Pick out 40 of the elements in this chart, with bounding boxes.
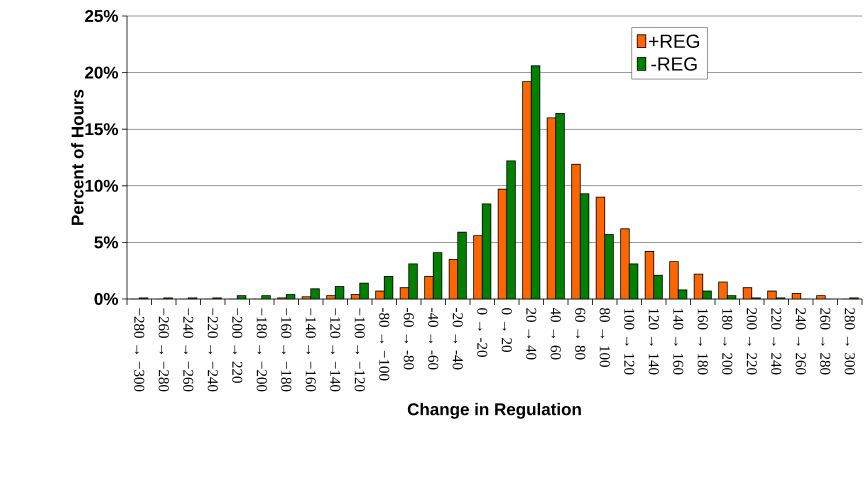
x-tick-label: 220 → 240 — [771, 308, 782, 374]
legend-label: -REG — [651, 57, 697, 71]
x-tick-label: 140 → 160 — [673, 308, 684, 374]
x-tick-label: −220 → −240 — [208, 308, 218, 392]
x-tick-label: 180 → 200 — [722, 308, 732, 374]
x-axis-title: Change in Regulation — [408, 402, 581, 419]
x-tick-label: -40 → -60 — [428, 308, 438, 370]
y-tick-label: 15% — [86, 123, 118, 136]
x-tick-label: 0 → 20 — [502, 308, 512, 352]
x-tick-label: 280 → 300 — [844, 308, 855, 374]
x-tick-label: −140 → −160 — [306, 308, 316, 392]
x-tick-label: −160 → −180 — [281, 308, 292, 392]
x-tick-label: 40 → 60 — [550, 308, 561, 360]
y-tick-label: 25% — [85, 10, 118, 22]
x-tick-label: 20 → 40 — [526, 308, 536, 360]
x-tick-label: 0 → -20 — [477, 308, 488, 357]
x-tick-label: 240 → 260 — [796, 308, 806, 374]
x-tick-label: −240 → −260 — [183, 308, 194, 392]
y-tick-label: 20% — [85, 66, 118, 79]
x-tick-label: 60 → 80 — [575, 308, 586, 360]
x-tick-label: −260 → −280 — [158, 308, 169, 392]
x-tick-label: −280 → −300 — [134, 308, 144, 392]
x-tick-label: 260 → 280 — [820, 308, 830, 374]
x-tick-label: 160 → 180 — [698, 308, 708, 374]
y-tick-label: 0% — [94, 292, 118, 306]
x-tick-label: −120 → −140 — [330, 308, 340, 392]
y-tick-label: 10% — [86, 180, 118, 192]
x-tick-label: -20 → -40 — [452, 308, 463, 370]
x-tick-label: −200 → 220 — [232, 308, 242, 383]
x-tick-label: 100 → 120 — [624, 308, 634, 374]
x-tick-label: 80 → 100 — [600, 308, 610, 367]
y-axis-title: Percent of Hours — [71, 90, 84, 225]
x-tick-label: 120 → 140 — [648, 308, 659, 374]
legend-label: +REG — [649, 34, 700, 48]
x-tick-label: 200 → 220 — [746, 308, 757, 374]
x-tick-label: −100 → −120 — [354, 308, 365, 392]
x-tick-label: −180 → −200 — [256, 308, 267, 392]
x-tick-label: -80 → −100 — [379, 308, 390, 380]
x-tick-label: -60 → -80 — [404, 308, 414, 370]
y-tick-label: 5% — [94, 236, 118, 248]
